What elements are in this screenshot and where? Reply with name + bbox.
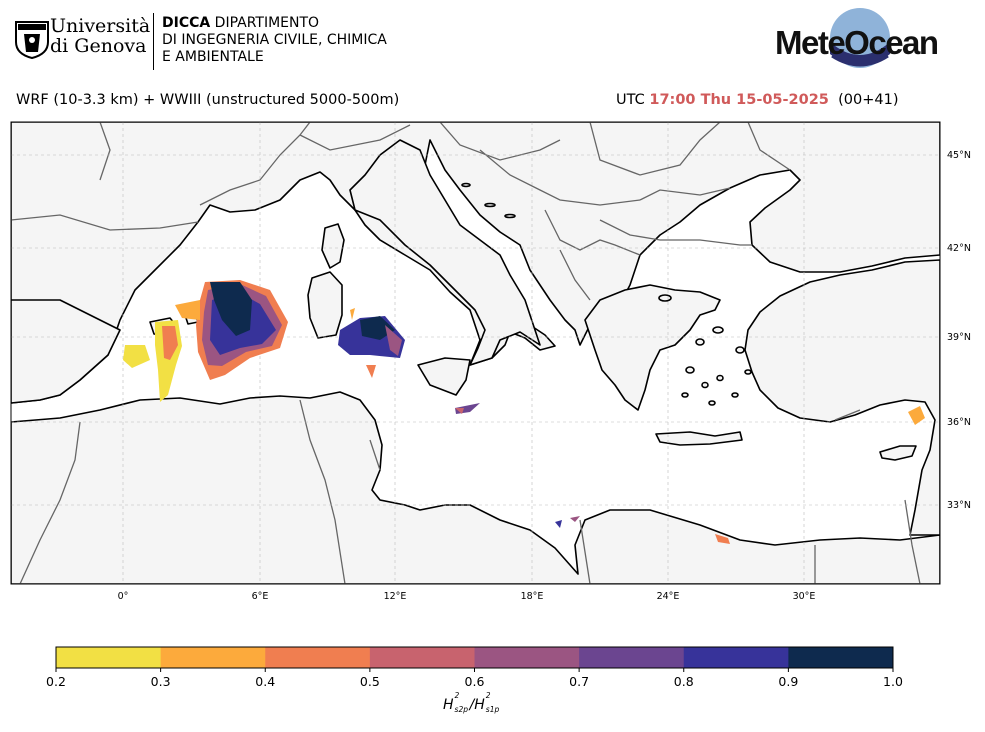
lat-tick: 42°N bbox=[947, 243, 971, 254]
colorbar-label: H 2 s2p/H 2 s1p bbox=[443, 691, 500, 714]
lon-tick: 24°E bbox=[657, 591, 680, 602]
forecast-time: UTC 17:00 Thu 15-05-2025 (00+41) bbox=[616, 92, 899, 108]
unige-name-line2: di Genova bbox=[50, 35, 147, 57]
land-anatolia bbox=[744, 259, 940, 536]
lon-tick: 30°E bbox=[793, 591, 816, 602]
land-masses bbox=[11, 122, 940, 584]
meteocean-logo-text: MeteOcean bbox=[775, 24, 938, 61]
unige-name: Università di Genova bbox=[50, 16, 150, 56]
map-frame bbox=[10, 121, 941, 585]
model-title: WRF (10-3.3 km) + WWIII (unstructured 50… bbox=[16, 92, 400, 108]
unige-name-line1: Università bbox=[50, 15, 151, 37]
unige-logo bbox=[15, 21, 49, 60]
dicca-acronym: DICCA bbox=[162, 15, 211, 31]
dicca-line1: DIPARTIMENTO bbox=[210, 15, 320, 31]
land-crete bbox=[655, 431, 743, 446]
time-prefix: UTC bbox=[616, 92, 645, 108]
country-borders bbox=[11, 122, 921, 584]
land-corsica bbox=[321, 223, 345, 269]
dicca-line3: E AMBIENTALE bbox=[162, 49, 264, 65]
land-aegean-islands bbox=[658, 294, 752, 406]
dicca-line2: DI INGEGNERIA CIVILE, CHIMICA bbox=[162, 32, 387, 48]
lead-time: (00+41) bbox=[838, 92, 899, 108]
cbar-label-sup1: 2 bbox=[454, 691, 460, 700]
lat-tick: 39°N bbox=[947, 332, 971, 343]
cbar-label-sub1: s2p bbox=[454, 705, 468, 714]
lon-tick: 12°E bbox=[384, 591, 407, 602]
land-sicily bbox=[417, 357, 471, 396]
land-adriatic-islands bbox=[461, 182, 516, 219]
swell-ratio-field bbox=[123, 280, 925, 544]
lon-tick: 6°E bbox=[252, 591, 269, 602]
time-value: 17:00 Thu 15-05-2025 bbox=[649, 92, 829, 108]
cbar-label-main2: H bbox=[474, 697, 485, 713]
meteocean-logo: MeteOcean bbox=[775, 8, 939, 68]
cbar-label-main1: H bbox=[443, 697, 454, 713]
land-sardinia bbox=[307, 271, 343, 339]
lat-tick: 36°N bbox=[947, 417, 971, 428]
land-italy bbox=[349, 139, 541, 366]
lon-tick: 0° bbox=[118, 591, 129, 602]
dicca-department-name: DICCA DIPARTIMENTO DI INGEGNERIA CIVILE,… bbox=[162, 15, 387, 66]
map-gridlines bbox=[11, 122, 940, 584]
latitude-ticks: 45°N 42°N 39°N 36°N 33°N bbox=[947, 150, 971, 511]
lon-tick: 18°E bbox=[521, 591, 544, 602]
lat-tick: 33°N bbox=[947, 500, 971, 511]
unige-crest-icon bbox=[15, 21, 49, 60]
longitude-ticks: 0° 6°E 12°E 18°E 24°E 30°E bbox=[118, 591, 816, 602]
cbar-label-sup2: 2 bbox=[485, 691, 491, 700]
logo-divider bbox=[153, 13, 154, 70]
land-greece bbox=[584, 284, 721, 411]
lat-tick: 45°N bbox=[947, 150, 971, 161]
land-iberia bbox=[11, 299, 121, 404]
land-cyprus bbox=[879, 445, 917, 461]
cbar-label-sub2: s1p bbox=[485, 705, 500, 714]
